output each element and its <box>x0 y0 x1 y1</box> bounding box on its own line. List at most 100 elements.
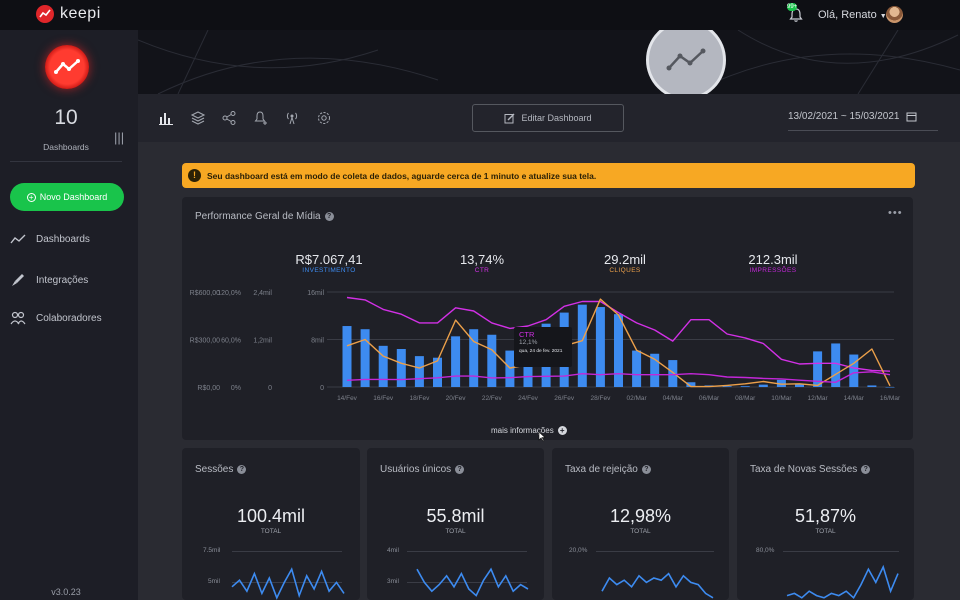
broadcast-icon[interactable] <box>284 110 300 126</box>
sidebar-item-label: Integrações <box>36 274 89 286</box>
line-impressões <box>346 371 891 384</box>
y-axis-tick-label: 1,2mil <box>253 338 272 345</box>
avatar[interactable] <box>886 6 903 23</box>
bar-investimento <box>686 382 696 387</box>
bar-investimento <box>396 349 406 387</box>
gear-icon[interactable] <box>316 110 332 126</box>
bar-investimento <box>722 386 732 387</box>
bar-investimento <box>342 326 352 387</box>
alert-icon: ! <box>188 169 201 182</box>
dashboard-avatar[interactable] <box>646 30 726 94</box>
bar-investimento <box>451 336 461 387</box>
share-icon[interactable] <box>221 110 237 126</box>
y-axis-tick-label: R$0,00 <box>197 385 220 392</box>
logo-icon <box>36 5 54 23</box>
y-axis-tick-label: R$300,00 <box>190 338 220 345</box>
sparkline-series <box>231 567 345 600</box>
kpi-title: Taxa de rejeição? <box>565 464 651 475</box>
tooltip-value: 12,1% <box>519 339 538 346</box>
kpi-total-label: TOTAL <box>630 528 651 535</box>
kpi-title-text: Usuários únicos <box>380 464 452 475</box>
kpi-axis-tick: 7.5mil <box>203 547 221 554</box>
kpi-gridline <box>407 582 527 583</box>
new-dashboard-button[interactable]: + Novo Dashboard <box>10 183 124 211</box>
more-options-icon[interactable]: ••• <box>888 207 903 219</box>
bar-investimento <box>885 387 895 388</box>
help-icon[interactable]: ? <box>324 212 334 221</box>
kpi-sparkline <box>786 564 899 600</box>
notification-badge: 99+ <box>787 3 798 11</box>
help-icon[interactable]: ? <box>455 465 465 474</box>
date-range-picker[interactable]: 13/02/2021 ~ 15/03/2021 <box>788 111 917 122</box>
sidebar-item-colaboradores[interactable]: Colaboradores <box>10 311 102 325</box>
bar-investimento <box>360 329 370 387</box>
bar-investimento <box>632 350 642 387</box>
bar-investimento <box>668 360 678 387</box>
kpi-title: Usuários únicos? <box>380 464 465 475</box>
calendar-icon <box>906 112 916 122</box>
metric-label: IMPRESSÕES <box>749 267 797 274</box>
kpi-axis-tick: 4mil <box>387 547 399 554</box>
bell-plus-icon[interactable] <box>253 110 269 126</box>
top-bar: keepi 99+ Olá, Renato ▼ <box>0 0 960 30</box>
bar-investimento <box>795 383 804 387</box>
edit-dashboard-button[interactable]: Editar Dashboard <box>472 104 624 132</box>
banner-pattern <box>138 30 960 94</box>
cursor-icon <box>538 431 546 442</box>
bar-investimento <box>523 347 533 387</box>
performance-chart[interactable]: R$0,00 R$300,00 R$600,00 0% 60,0% 120,0% 0 1,2m… <box>182 197 913 412</box>
plus-circle-icon: + <box>26 192 36 202</box>
y-axis-tick-label: 16mil <box>307 290 324 297</box>
kpi-title-text: Taxa de Novas Sessões <box>750 464 858 475</box>
performance-title: Performance Geral de Mídia <box>195 211 321 222</box>
dashboard-count: 10 <box>54 106 78 129</box>
app-logo[interactable]: keepi <box>36 5 101 23</box>
bar-investimento <box>577 304 587 387</box>
plus-circle-icon: + <box>557 426 567 435</box>
bar-chart-icon[interactable] <box>158 110 174 126</box>
help-icon[interactable]: ? <box>237 465 247 474</box>
metric-value: 13,74% <box>459 252 505 267</box>
rocket-icon <box>12 274 24 286</box>
dashboard-count-label: Dashboards <box>43 142 89 152</box>
x-axis-tick-label: 12/Mar <box>807 395 828 402</box>
help-icon[interactable]: ? <box>861 465 871 474</box>
metric-label: INVESTIMENTO <box>302 267 356 274</box>
x-axis-tick-label: 26/Fev <box>554 395 575 402</box>
kpi-title-text: Taxa de rejeição <box>565 464 638 475</box>
users-icon <box>10 311 26 325</box>
y-axis-tick-label: 60,0% <box>221 338 241 345</box>
more-info-button[interactable]: mais informações + <box>491 426 567 435</box>
kpi-title: Sessões? <box>195 464 247 475</box>
kpi-gridline <box>232 582 342 583</box>
kpi-value: 100.4mil <box>236 506 306 526</box>
kpi-axis-tick: 5mil <box>208 578 220 585</box>
trend-line-icon <box>666 48 706 71</box>
kpi-gridline <box>596 551 714 552</box>
x-axis-tick-label: 14/Mar <box>844 395 865 402</box>
sidebar-item-label: Colaboradores <box>36 312 102 324</box>
date-range-underline <box>788 130 938 131</box>
bar-investimento <box>650 353 660 387</box>
sidebar-item-dashboards[interactable]: Dashboards <box>10 233 90 245</box>
user-menu[interactable]: Olá, Renato ▼ <box>818 9 887 21</box>
line-cliques <box>346 298 891 388</box>
bar-investimento <box>487 334 497 387</box>
bar-investimento <box>414 356 424 387</box>
sparkline-series <box>786 564 899 600</box>
help-icon[interactable]: ? <box>641 465 651 474</box>
trend-line-icon <box>10 234 26 244</box>
sidebar-item-integracoes[interactable]: Integrações <box>10 272 88 288</box>
sidebar-collapse-icon[interactable]: ||| <box>114 130 125 145</box>
x-axis-tick-label: 24/Fev <box>518 395 539 402</box>
x-axis-tick-label: 18/Fev <box>409 395 430 402</box>
metric-value: 29.2mil <box>604 252 646 267</box>
tooltip-date: qua, 24 de fev. 2021 <box>519 349 563 354</box>
layers-icon[interactable] <box>190 110 206 126</box>
bar-investimento <box>831 343 841 387</box>
bar-investimento <box>758 384 768 387</box>
warning-text: Seu dashboard está em modo de coleta de … <box>207 170 597 181</box>
dashboard-logo-icon <box>45 45 89 89</box>
bar-investimento <box>813 351 823 387</box>
new-dashboard-label: Novo Dashboard <box>39 192 108 202</box>
